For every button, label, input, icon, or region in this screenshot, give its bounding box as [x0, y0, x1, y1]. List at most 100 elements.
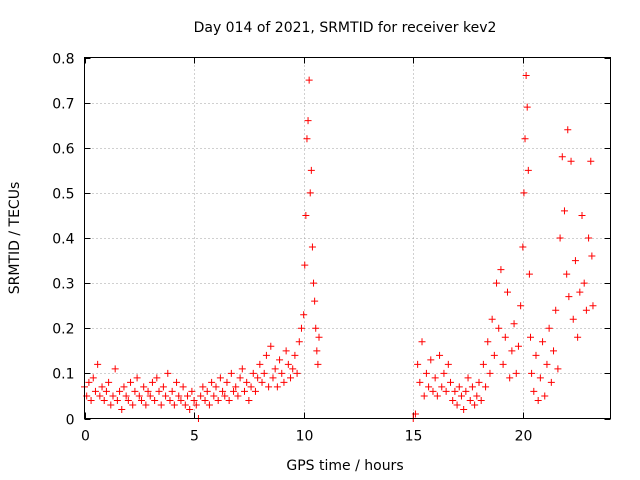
- data-point: [295, 338, 303, 346]
- data-point: [102, 387, 110, 395]
- x-tick-label: 20: [515, 429, 533, 445]
- data-point: [221, 392, 229, 400]
- y-tick-label: 0.4: [52, 232, 74, 248]
- data-point: [501, 333, 509, 341]
- data-point: [440, 369, 448, 377]
- data-point: [433, 392, 441, 400]
- data-point: [240, 387, 248, 395]
- data-point: [580, 279, 588, 287]
- data-point: [181, 401, 189, 409]
- data-point: [87, 396, 95, 404]
- data-point: [558, 153, 566, 161]
- data-point: [111, 365, 119, 373]
- y-tick-label: 0.8: [52, 52, 74, 68]
- data-point: [307, 166, 315, 174]
- data-point: [225, 396, 233, 404]
- data-point: [289, 365, 297, 373]
- data-point: [312, 324, 320, 332]
- data-point: [524, 166, 532, 174]
- data-point: [314, 360, 322, 368]
- data-point: [536, 374, 544, 382]
- data-point: [503, 288, 511, 296]
- data-point: [449, 396, 457, 404]
- data-point: [547, 378, 555, 386]
- y-tick-label: 0.1: [52, 367, 74, 383]
- data-point: [89, 374, 97, 382]
- data-point: [190, 396, 198, 404]
- data-point: [532, 351, 540, 359]
- data-point: [96, 392, 104, 400]
- data-point: [464, 374, 472, 382]
- data-point: [214, 396, 222, 404]
- data-point: [173, 378, 181, 386]
- data-point: [109, 392, 117, 400]
- data-point: [301, 261, 309, 269]
- data-point: [462, 387, 470, 395]
- data-point: [571, 257, 579, 265]
- data-point: [278, 369, 286, 377]
- data-point: [188, 387, 196, 395]
- data-point: [482, 383, 490, 391]
- data-point: [427, 356, 435, 364]
- data-point: [148, 378, 156, 386]
- data-point: [457, 392, 465, 400]
- data-point: [151, 396, 159, 404]
- data-point: [166, 396, 174, 404]
- data-point: [186, 405, 194, 413]
- data-point: [293, 369, 301, 377]
- data-point: [541, 392, 549, 400]
- data-point: [251, 387, 259, 395]
- x-tick-label: 5: [190, 429, 199, 445]
- data-point: [416, 378, 424, 386]
- data-point: [232, 383, 240, 391]
- data-point: [271, 365, 279, 373]
- data-point: [175, 392, 183, 400]
- data-point: [219, 387, 227, 395]
- y-tick-label: 0.2: [52, 322, 74, 338]
- data-point: [468, 383, 476, 391]
- data-point: [179, 383, 187, 391]
- data-point: [582, 306, 590, 314]
- data-point: [471, 401, 479, 409]
- data-point: [556, 234, 564, 242]
- plot-frame: [84, 57, 611, 419]
- axis-ticks: 0 5 10 15 20 0 0.1 0.2 0.3 0.4 0.5 0.6 0.7 0.8: [52, 52, 611, 445]
- data-point: [140, 383, 148, 391]
- data-point: [162, 392, 170, 400]
- data-point: [455, 383, 463, 391]
- data-point: [265, 383, 273, 391]
- data-point: [142, 401, 150, 409]
- data-point: [205, 401, 213, 409]
- data-point: [563, 270, 571, 278]
- data-point: [506, 374, 514, 382]
- data-point: [170, 401, 178, 409]
- data-point: [310, 279, 318, 287]
- data-point: [528, 369, 536, 377]
- data-point: [585, 234, 593, 242]
- data-point: [488, 315, 496, 323]
- data-point: [510, 320, 518, 328]
- data-point: [247, 383, 255, 391]
- data-point: [159, 383, 167, 391]
- data-point: [98, 383, 106, 391]
- x-axis-label: GPS time / hours: [286, 458, 403, 474]
- data-point: [520, 189, 528, 197]
- data-point: [588, 252, 596, 260]
- data-point: [280, 378, 288, 386]
- data-point: [436, 351, 444, 359]
- data-point: [291, 351, 299, 359]
- data-point: [113, 396, 121, 404]
- data-point: [554, 365, 562, 373]
- data-point: [578, 211, 586, 219]
- data-point: [91, 387, 99, 395]
- data-point: [100, 396, 108, 404]
- data-point: [120, 383, 128, 391]
- data-point: [223, 378, 231, 386]
- data-point: [203, 387, 211, 395]
- data-point: [234, 392, 242, 400]
- data-point: [157, 401, 165, 409]
- data-point: [414, 360, 422, 368]
- data-point: [512, 369, 520, 377]
- data-point: [262, 351, 270, 359]
- data-point: [238, 365, 246, 373]
